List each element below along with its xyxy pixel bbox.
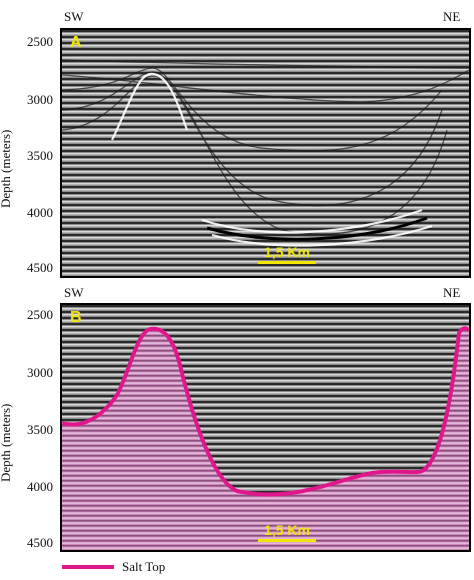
tick-b-1: 3000	[27, 365, 53, 380]
seismic-panel-b: B 1,5 Km	[60, 303, 471, 552]
salt-top-line	[62, 326, 469, 497]
scale-bar-a: 1,5 Km	[258, 244, 316, 264]
direction-left-b: SW	[64, 285, 84, 300]
legend: Salt Top	[62, 559, 165, 575]
panel-label-a: A	[70, 34, 82, 51]
tick-b-2: 3500	[27, 422, 53, 437]
tick-a-0: 2500	[27, 34, 53, 49]
tick-a-3: 4000	[27, 205, 53, 220]
legend-swatch-salt-top	[62, 565, 114, 569]
tick-b-0: 2500	[27, 307, 53, 322]
tick-a-1: 3000	[27, 92, 53, 107]
tick-a-4: 4500	[27, 260, 53, 275]
direction-left-a: SW	[64, 9, 84, 24]
scale-label-b: 1,5 Km	[264, 522, 310, 538]
scale-label-a: 1,5 Km	[264, 244, 310, 260]
scale-line-a	[258, 261, 316, 264]
salt-body	[62, 328, 469, 550]
direction-right-b: NE	[443, 285, 461, 300]
tick-b-4: 4500	[27, 535, 53, 550]
scale-bar-b: 1,5 Km	[258, 522, 316, 542]
seismic-image-a	[62, 30, 469, 276]
scale-line-b	[258, 539, 316, 542]
y-axis-label-b: Depth (meters)	[0, 403, 13, 482]
direction-right-a: NE	[443, 9, 461, 24]
legend-label: Salt Top	[122, 559, 166, 574]
panel-label-b: B	[70, 309, 82, 326]
tick-b-3: 4000	[27, 479, 53, 494]
tick-a-2: 3500	[27, 148, 53, 163]
seismic-image-b	[62, 305, 469, 550]
y-axis-label-a: Depth (meters)	[0, 129, 13, 208]
seismic-panel-a: A 1,5 Km	[60, 28, 471, 278]
